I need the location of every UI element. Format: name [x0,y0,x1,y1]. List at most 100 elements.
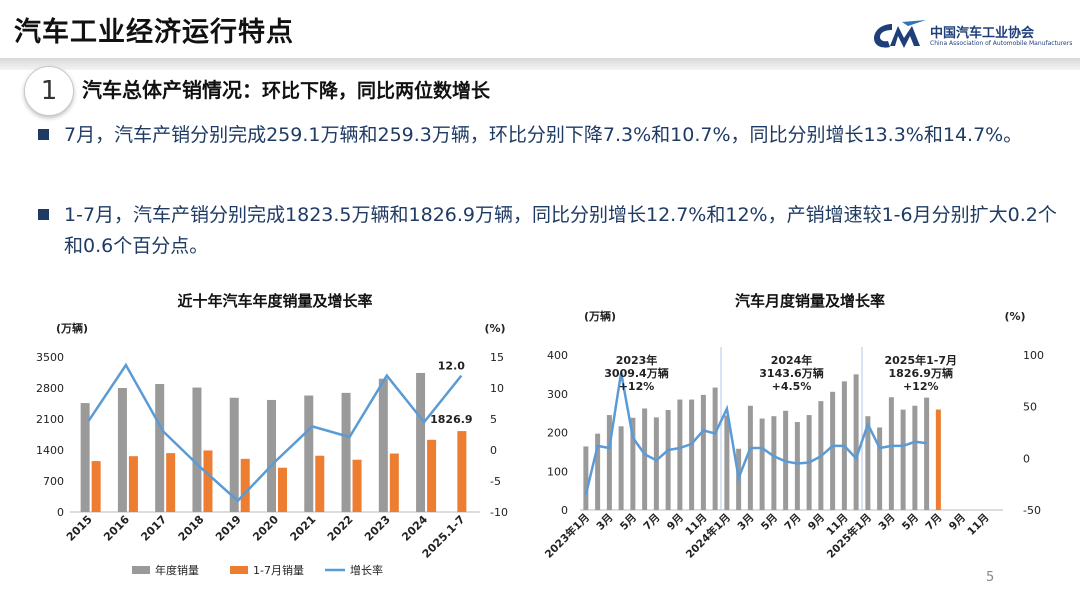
header-divider-band [0,58,1080,70]
bar-jan-jul-sales [427,439,437,512]
x-tick-label: 11月 [965,512,991,538]
bar-monthly-sales [888,397,894,510]
period-annotation: +12% [903,380,939,393]
chart-title: 汽车月度销量及增长率 [735,292,885,310]
bar-jan-jul-sales [315,455,325,512]
bar-annual-sales [192,387,202,512]
bar-annual-sales [267,399,276,512]
y2-tick-label: 5 [490,413,497,426]
y-axis-unit-left: (万辆) [584,309,616,323]
period-annotation: +12% [619,380,655,393]
bullet-item: 1-7月，汽车产销分别完成1823.5万辆和1826.9万辆，同比分别增长12.… [38,200,1068,262]
growth-rate-line [584,372,927,495]
y2-tick-label: 15 [490,351,504,364]
y-tick-label: 1400 [36,444,64,457]
y2-tick-label: 100 [1023,349,1044,362]
legend-label: 1-7月销量 [253,563,304,577]
y-tick-label: 0 [57,506,64,519]
x-tick-label: 2018 [176,513,207,544]
bar-monthly-sales [865,416,871,510]
x-tick-label: 5月 [900,512,921,533]
x-tick-label: 3月 [876,512,897,533]
bar-monthly-sales [677,399,683,510]
bar-jan-jul-sales [203,450,213,512]
legend-label: 年度销量 [155,563,199,577]
y-tick-label: 200 [547,427,568,440]
bar-jan-jul-sales [166,453,176,512]
bar-monthly-sales [853,374,859,510]
y2-tick-label: 10 [490,382,504,395]
bar-monthly-sales [830,391,836,510]
y2-tick-label: 50 [1023,401,1037,414]
x-tick-label: 2023年1月 [542,511,592,561]
legend-swatch-jan-jul [230,566,248,574]
bar-monthly-sales [595,433,601,510]
period-annotation: 2025年1-7月 [885,353,958,367]
x-tick-label: 2022 [325,513,356,544]
bar-annual-sales [378,378,388,512]
bar-monthly-sales [912,405,918,510]
x-tick-label: 2024 [399,513,430,544]
bar-jan-jul-sales [240,458,250,512]
bar-annual-sales [155,384,165,512]
bar-annual-sales [416,372,426,512]
bar-annual-sales [80,403,90,512]
section-heading: 汽车总体产销情况：环比下降，同比两位数增长 [82,74,490,103]
x-tick-label: 2019 [213,513,244,544]
bar-monthly-sales [771,416,777,510]
y-tick-label: 3500 [36,351,64,364]
bar-annual-sales [304,395,314,512]
y2-tick-label: -10 [490,506,508,519]
bar-jan-jul-sales [91,461,101,512]
y-tick-label: 300 [547,388,568,401]
bar-monthly-sales [794,422,800,510]
bar-jan-jul-sales [352,459,362,512]
bar-annual-sales [117,388,127,512]
bar-monthly-sales [618,426,624,510]
chart-title: 近十年汽车年度销量及增长率 [177,292,372,310]
section-heading-main: 汽车总体产销情况： [82,78,262,102]
x-tick-label: 5月 [618,512,639,533]
y-axis-unit-right: (%) [1004,310,1025,323]
growth-rate-line [87,362,463,503]
annual-sales-chart: 近十年汽车年度销量及增长率 (万辆) (%) 0 700 1400 2100 2800 3500… [36,292,508,577]
monthly-sales-chart: 汽车月度销量及增长率 (万辆) (%) 0 100 200 300 400 -50 0 50 100 2… [542,292,1044,561]
period-annotation: 2023年 [616,353,658,367]
period-annotation: 1826.9万辆 [889,366,953,380]
x-tick-label: 2023 [362,513,393,544]
x-tick-label: 3月 [594,512,615,533]
x-tick-label: 2016 [101,513,132,544]
bar-monthly-sales [689,399,695,510]
legend-label: 增长率 [350,563,383,577]
bar-monthly-sales [630,417,636,510]
y2-tick-label: 0 [490,444,497,457]
bar-monthly-sales [700,394,706,510]
x-tick-label: 7月 [641,512,662,533]
x-tick-label: 2017 [138,513,169,544]
bar-jan-jul-sales [128,456,138,512]
bar-jan-jul-sales [278,467,287,512]
bar-monthly-sales [712,387,718,510]
bar-annual-sales [341,392,351,512]
y2-tick-label: -50 [1023,504,1041,517]
bar-monthly-sales [583,446,589,510]
bullet-square-icon [38,209,49,220]
bullet-square-icon [38,129,49,140]
bar-jan-jul-sales [389,453,399,512]
section-heading-sub: 环比下降，同比两位数增长 [262,80,491,102]
bar-monthly-sales [747,405,753,510]
bar-monthly-sales [665,410,671,510]
x-tick-label: 7月 [782,512,803,533]
x-tick-label: 2021 [288,513,319,544]
data-label-growth: 12.0 [438,360,465,373]
bullet-item: 7月，汽车产销分别完成259.1万辆和259.3万辆，环比分别下降7.3%和10… [38,120,1068,151]
bar-annual-sales [229,397,239,512]
bar-monthly-sales [653,417,659,510]
bar-monthly-sales [724,415,730,510]
x-tick-label: 2015 [64,513,95,544]
bar-monthly-sales [924,397,930,510]
page-number: 5 [986,570,995,585]
y-axis-unit-left: (万辆) [56,321,88,335]
y2-tick-label: 0 [1023,452,1030,465]
legend-swatch-annual [132,566,150,574]
